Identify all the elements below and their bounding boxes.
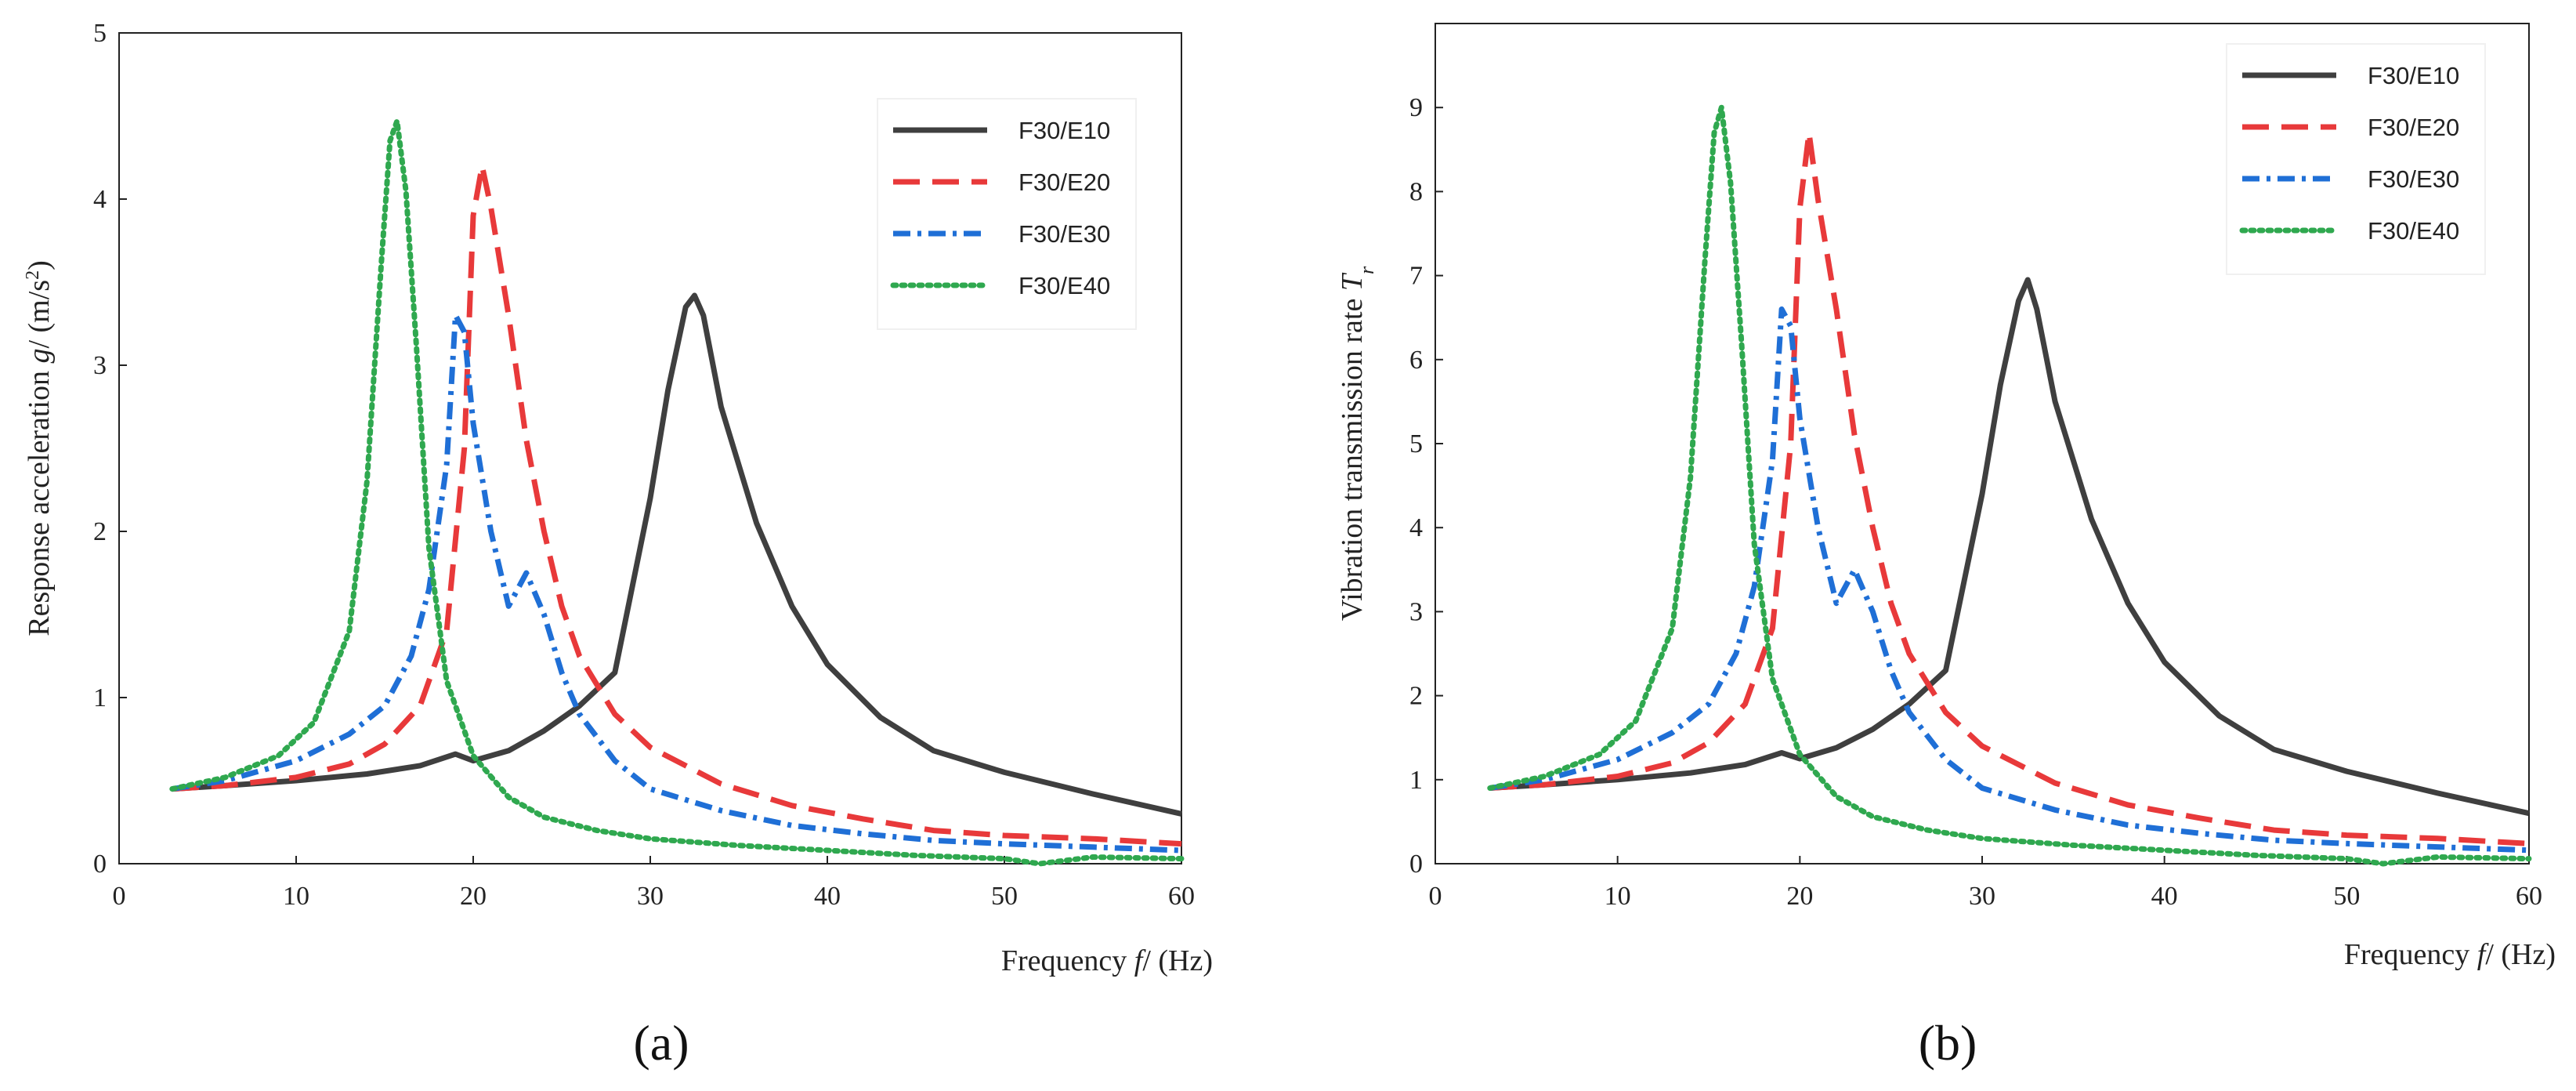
legend-box-a	[877, 98, 1137, 330]
x-tick-label-b: 20	[1786, 882, 1813, 911]
x-tick-label-b: 10	[1605, 882, 1631, 911]
series-line-f30-e20-a	[172, 163, 1182, 847]
x-tick-label-a: 50	[991, 882, 1018, 911]
chart-panel-a: 0 10 20 30 40 50 60 0 1 2 3 4 5 F30/E10 F30/E20 F30/E3…	[23, 19, 1213, 1071]
series-line-f30-e30-b	[1489, 306, 2530, 854]
series-line-f30-e40-b	[1487, 104, 2532, 867]
series-line-f30-e30-a	[172, 312, 1182, 854]
x-tick-label-a: 20	[460, 882, 487, 911]
y-tick-label-b: 3	[1409, 597, 1423, 626]
legend-b: F30/E10 F30/E20 F30/E30 F30/E40	[2226, 43, 2486, 275]
series-line-f30-e40-a	[169, 118, 1185, 867]
y-tick-label-b: 8	[1409, 177, 1423, 206]
legend-a: F30/E10 F30/E20 F30/E30 F30/E40	[877, 98, 1137, 330]
x-axis-title-b: Frequency f/ (Hz)	[2344, 938, 2556, 971]
x-tick-label-a: 60	[1168, 882, 1195, 911]
series-line-f30-e20-b	[1489, 129, 2530, 846]
legend-label-a: F30/E10	[1018, 117, 1110, 144]
y-tick-label-a: 1	[93, 683, 107, 712]
y-tick-label-b: 6	[1409, 346, 1423, 375]
y-tick-label-b: 1	[1409, 766, 1423, 795]
series-group-a	[169, 118, 1185, 867]
legend-label-b: F30/E20	[2368, 114, 2459, 141]
y-tick-label-a: 0	[93, 850, 107, 879]
y-axis-title-a: Response acceleration g/ (m/s2)	[23, 260, 56, 636]
y-tick-label-a: 4	[93, 185, 107, 214]
axis-ticks-a: 0 10 20 30 40 50 60 0 1 2 3 4 5	[93, 19, 1195, 911]
y-tick-label-b: 2	[1409, 682, 1423, 711]
legend-label-a: F30/E20	[1018, 169, 1110, 196]
x-tick-label-b: 0	[1429, 882, 1442, 911]
y-tick-label-a: 5	[93, 19, 107, 48]
series-line-f30-e10-a	[172, 292, 1182, 817]
legend-label-a: F30/E40	[1018, 272, 1110, 299]
y-tick-label-b: 5	[1409, 430, 1423, 459]
x-tick-label-a: 30	[637, 882, 664, 911]
x-tick-label-a: 40	[814, 882, 841, 911]
x-tick-label-b: 40	[2151, 882, 2178, 911]
x-tick-label-b: 50	[2333, 882, 2360, 911]
x-axis-title-a: Frequency f/ (Hz)	[1001, 944, 1213, 977]
legend-label-a: F30/E30	[1018, 220, 1110, 248]
legend-label-b: F30/E10	[2368, 62, 2459, 89]
series-line-f30-e10-b	[1489, 277, 2530, 817]
y-tick-label-a: 2	[93, 517, 107, 546]
y-tick-label-b: 7	[1409, 262, 1423, 291]
legend-box-b	[2226, 43, 2486, 275]
y-tick-label-b: 9	[1409, 93, 1423, 122]
series-group-b	[1487, 104, 2532, 867]
x-tick-label-b: 30	[1969, 882, 1995, 911]
x-tick-label-b: 60	[2516, 882, 2542, 911]
y-tick-label-b: 4	[1409, 513, 1423, 542]
axis-ticks-b: 0 10 20 30 40 50 60 0 1 2 3 4 5 6 7 8 9	[1409, 93, 2542, 911]
legend-label-b: F30/E40	[2368, 217, 2459, 245]
y-tick-label-b: 0	[1409, 850, 1423, 879]
legend-label-b: F30/E30	[2368, 165, 2459, 193]
x-tick-label-a: 0	[113, 882, 126, 911]
x-tick-label-a: 10	[283, 882, 309, 911]
y-axis-title-b: Vibration transmission rate Tr	[1336, 266, 1378, 621]
panel-label-b: (b)	[1919, 1015, 1977, 1071]
panel-label-a: (a)	[633, 1015, 689, 1071]
y-tick-label-a: 3	[93, 351, 107, 380]
